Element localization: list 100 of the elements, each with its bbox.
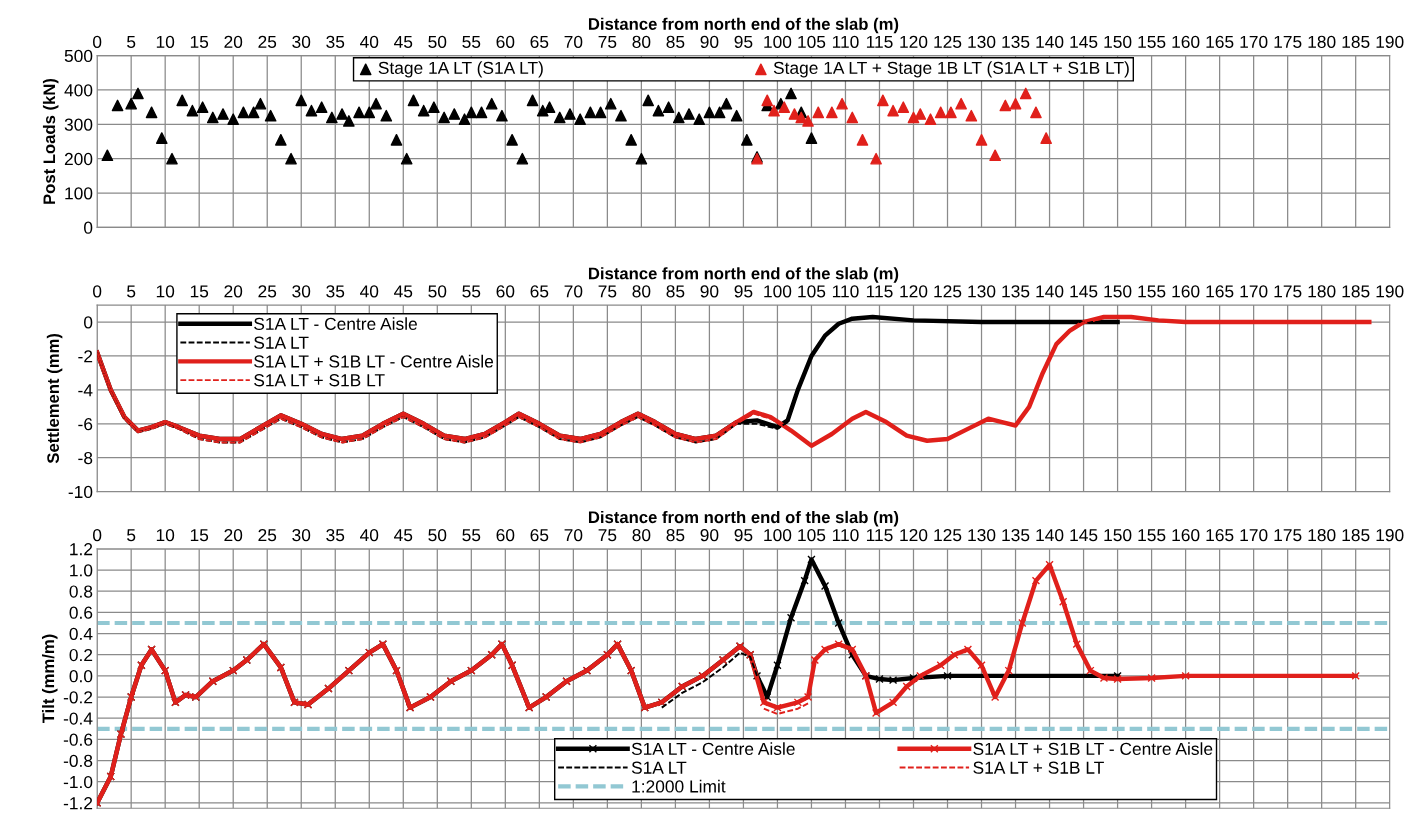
x-tick-label: 75 [598,285,617,298]
x-tick-label: 140 [1036,285,1064,298]
x-tick-label: 0 [93,35,102,49]
x-tick-label: 185 [1342,285,1370,298]
x-tick-label: 185 [1342,35,1370,49]
x-tick-label: 165 [1206,35,1234,49]
x-tick-label: 5 [127,285,136,298]
x-tick-label: 65 [530,35,549,49]
y-tick-label: -4 [78,384,93,397]
x-tick-label: 125 [934,285,962,298]
x-tick-label: 100 [764,528,792,542]
x-tick-label: 125 [934,35,962,49]
x-tick-label: 120 [900,285,928,298]
y-tick-label: 1.2 [70,543,93,556]
x-tick-label: 85 [666,528,685,542]
x-tick-label: 190 [1376,35,1404,49]
x-tick-label: 70 [564,528,583,542]
x-tick-label: 170 [1240,285,1268,298]
x-tick-label: 90 [700,35,719,49]
x-tick-label: 135 [1002,528,1030,542]
x-tick-label: 75 [598,35,617,49]
x-tick-label: 130 [968,35,996,49]
x-tick-label: 115 [866,529,893,542]
x-tick-label: 55 [462,529,481,542]
y-tick-label: 0 [84,316,93,329]
x-tick-label: 150 [1104,285,1132,298]
x-tick-label: 10 [156,35,175,49]
y-tick-label: -10 [68,485,93,499]
x-tick-label: 35 [326,285,345,298]
x-tick-label: 115 [866,285,893,298]
x-tick-label: 190 [1376,528,1404,542]
legend-label: S1A LT + S1B LT [973,761,1104,774]
x-tick-label: 30 [292,35,311,49]
x-tick-label: 165 [1206,285,1234,298]
y-tick-label: -0.6 [63,733,93,746]
x-tick-label: 140 [1036,35,1064,49]
x-tick-label: 155 [1138,529,1166,542]
y-tick-label: 0 [84,221,93,234]
x-tick-label: 60 [496,35,515,49]
x-tick-label: 160 [1172,285,1200,298]
x-tick-label: 180 [1308,285,1336,298]
x-tick-label: 5 [127,529,136,542]
x-tick-label: 70 [564,285,583,298]
x-tick-label: 20 [224,285,243,298]
x-tick-label: 80 [632,35,651,49]
y-tick-label: -1.2 [63,797,93,810]
x-tick-label: 45 [394,285,413,298]
x-tick-label: 55 [462,35,481,49]
x-tick-label: 100 [764,285,792,298]
y-tick-label: 0.4 [69,627,93,641]
x-tick-label: 160 [1172,528,1200,542]
x-tick-label: 70 [564,35,583,49]
legend-label: S1A LT + S1B LT [254,374,385,387]
y-axis-title: Settlement (mm) [46,333,63,464]
x-tick-label: 95 [734,35,753,49]
legend-label: S1A LT + S1B LT - Centre Aisle [973,742,1213,756]
x-tick-label: 95 [734,285,753,298]
legend-label: 1:2000 Limit [632,779,726,793]
x-tick-label: 155 [1138,35,1166,49]
legend-label: S1A LT - Centre Aisle [631,742,795,756]
x-tick-label: 0 [93,285,102,298]
x-tick-label: 20 [224,35,243,49]
y-tick-label: 300 [64,118,93,131]
x-tick-label: 85 [666,285,685,298]
legend-label: S1A LT [631,761,687,774]
y-tick-label: 0.0 [69,670,93,683]
x-tick-label: 60 [496,528,515,542]
y-tick-label: -2 [78,350,93,363]
x-tick-label: 80 [632,285,651,298]
x-tick-label: 160 [1172,35,1200,49]
x-tick-label: 130 [968,528,996,542]
x-tick-label: 40 [360,285,379,298]
x-axis-title: Distance from north end of the slab (m) [588,17,899,34]
x-tick-label: 5 [127,35,136,49]
x-tick-label: 145 [1070,529,1098,542]
x-tick-label: 0 [93,528,102,542]
y-tick-label: 200 [64,152,93,166]
x-tick-label: 45 [394,35,413,49]
y-axis-title: Post Loads (kN) [42,78,59,204]
y-tick-label: -8 [78,451,93,465]
y-tick-label: 0.6 [69,606,93,619]
x-tick-label: 45 [394,529,413,542]
x-tick-label: 135 [1002,35,1030,49]
y-tick-label: 500 [64,49,93,63]
x-tick-label: 85 [666,35,685,49]
x-tick-label: 140 [1036,528,1064,542]
x-tick-label: 145 [1070,285,1098,298]
legend-label: Stage 1A LT + Stage 1B LT (S1A LT + S1B LT) [773,61,1129,78]
x-tick-label: 90 [700,285,719,298]
legend-label: S1A LT + S1B LT - Centre Aisle [254,354,494,368]
legend-label: Stage 1A LT (S1A LT) [378,61,543,78]
x-tick-label: 175 [1274,285,1302,298]
x-tick-label: 25 [258,528,277,542]
x-tick-label: 25 [258,285,277,298]
x-tick-label: 55 [462,285,481,298]
x-tick-label: 185 [1342,528,1370,542]
x-tick-label: 60 [496,285,515,298]
x-tick-label: 40 [360,35,379,49]
x-tick-label: 135 [1002,285,1030,298]
y-tick-label: 400 [64,84,93,97]
